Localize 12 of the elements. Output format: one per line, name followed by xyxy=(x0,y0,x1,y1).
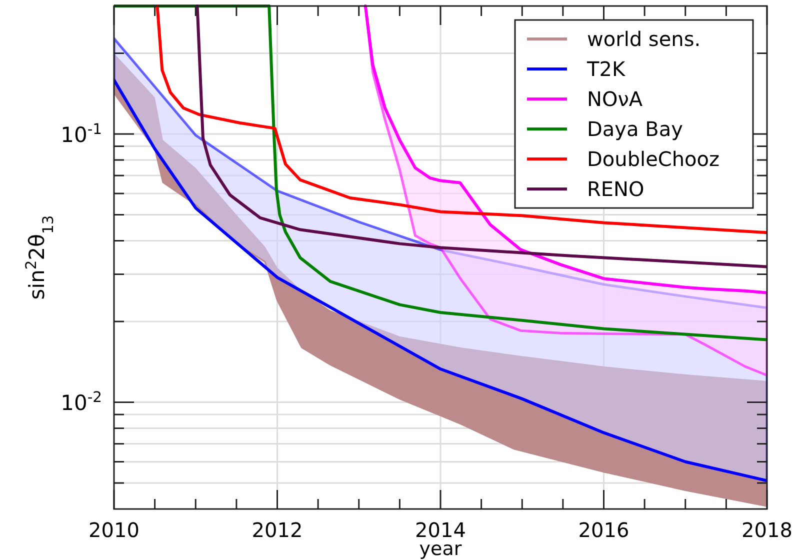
x-tick-label: 2012 xyxy=(252,518,303,542)
legend-label: Daya Bay xyxy=(587,117,684,141)
legend-label: RENO xyxy=(587,177,644,201)
x-tick-label: 2010 xyxy=(88,518,140,542)
y-tick-label: 10$^{-1}$ xyxy=(60,120,102,147)
x-tick-label: 2018 xyxy=(742,518,792,542)
y-tick-label: 10$^{-2}$ xyxy=(60,388,102,416)
legend-label: NOνA xyxy=(587,87,643,111)
x-tick-label: 2016 xyxy=(578,518,630,542)
legend-label: DoubleChooz xyxy=(587,147,720,171)
legend-label: T2K xyxy=(586,57,626,81)
legend-label: world sens. xyxy=(587,27,701,51)
